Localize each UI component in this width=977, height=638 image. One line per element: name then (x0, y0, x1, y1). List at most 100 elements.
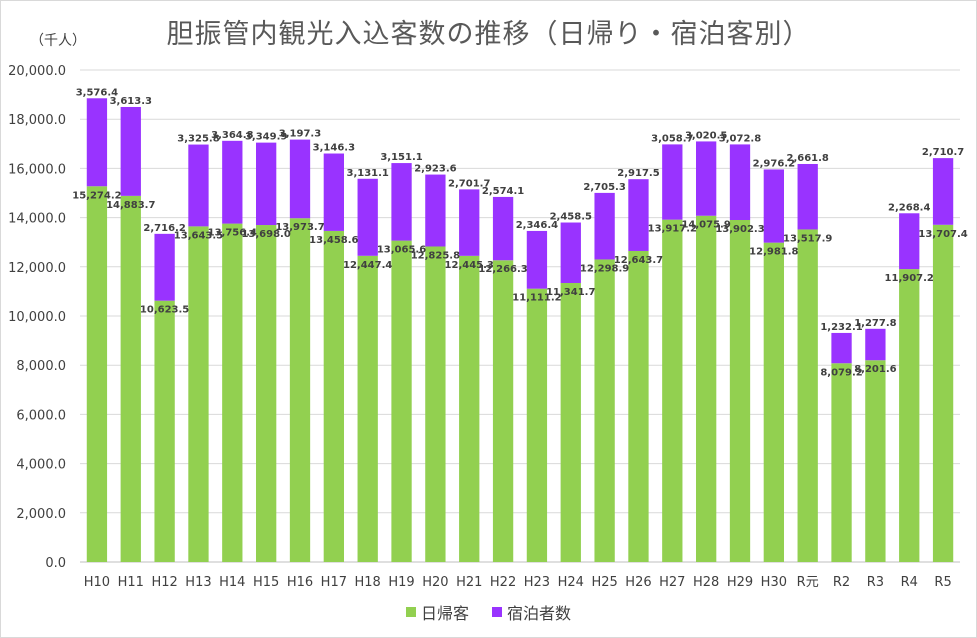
data-label-overnight: 2,574.1 (482, 186, 524, 197)
data-label-day-trip: 13,973.7 (275, 222, 324, 233)
x-tick-label: R2 (833, 575, 850, 590)
y-tick-label: 2,000.0 (16, 507, 66, 522)
bar-overnight (763, 169, 784, 243)
data-label-overnight: 3,151.1 (380, 152, 422, 163)
legend-item-day-trip[interactable]: 日帰客 (405, 600, 469, 624)
bar-chart: 0.0 2,000.0 4,000.0 6,000.0 8,000.0 10,000.0 1… (8, 64, 968, 590)
bar-day-trip (526, 288, 548, 562)
y-tick-label: 14,000.0 (8, 212, 66, 227)
bar-overnight (560, 222, 581, 283)
data-label-day-trip: 13,458.6 (309, 235, 358, 246)
data-label-day-trip: 13,756.4 (208, 228, 257, 239)
bar-day-trip (425, 246, 446, 562)
bar-overnight (86, 98, 108, 187)
data-label-overnight: 2,661.8 (786, 153, 828, 164)
bar-day-trip (120, 195, 141, 563)
bar-overnight (323, 153, 344, 231)
bar-overnight (865, 328, 886, 361)
bar-overnight (492, 196, 514, 261)
x-tick-label: H27 (659, 575, 685, 590)
y-tick-label: 18,000.0 (8, 113, 66, 128)
data-label-overnight: 2,716.2 (143, 223, 185, 234)
bar-overnight (459, 189, 480, 256)
x-axis-ticks: H10 H11 H12 H13 H14 H15 H16 H17 H18 H19 H20 H21 H22 H… (84, 575, 952, 590)
x-tick-label: H15 (253, 575, 279, 590)
bar-day-trip (391, 240, 412, 562)
x-tick-label: H18 (355, 575, 381, 590)
bar-overnight (357, 178, 378, 256)
data-label-overnight: 2,705.3 (583, 182, 625, 193)
bar-day-trip (323, 230, 344, 562)
x-tick-label: R4 (901, 575, 918, 590)
data-label-day-trip: 13,707.4 (918, 229, 967, 240)
bar-overnight (831, 332, 852, 364)
data-label-day-trip: 10,623.5 (140, 305, 189, 316)
data-label-overnight: 3,131.1 (346, 168, 388, 179)
data-label-overnight: 3,576.4 (76, 87, 118, 98)
bar-day-trip (560, 282, 581, 562)
data-label-day-trip: 14,075.9 (681, 220, 730, 231)
data-label-day-trip: 8,201.6 (854, 364, 896, 375)
bar-day-trip (188, 226, 209, 562)
data-label-day-trip: 12,643.7 (614, 255, 663, 266)
bar-day-trip (357, 255, 378, 563)
data-label-overnight: 2,701.7 (448, 178, 490, 189)
x-tick-label: H17 (321, 575, 347, 590)
data-label-day-trip: 13,643.5 (174, 230, 223, 241)
bar-overnight (594, 192, 615, 260)
data-label-overnight: 3,197.3 (279, 129, 321, 140)
y-tick-label: 4,000.0 (16, 458, 66, 473)
bar-day-trip (865, 360, 886, 562)
data-label-day-trip: 13,902.3 (715, 224, 764, 235)
x-tick-label: H30 (761, 575, 787, 590)
bar-day-trip (154, 300, 175, 562)
x-tick-label: H25 (591, 575, 617, 590)
legend-item-overnight[interactable]: 宿泊者数 (492, 600, 571, 624)
bar-overnight (899, 213, 920, 270)
bar-day-trip (594, 259, 615, 562)
x-tick-label: H22 (490, 575, 516, 590)
data-label-overnight: 1,277.8 (854, 318, 896, 329)
bar-day-trip (289, 218, 311, 562)
bar-day-trip (797, 229, 818, 562)
x-tick-label: R元 (797, 575, 819, 590)
y-tick-label: 12,000.0 (8, 261, 66, 276)
data-label-day-trip: 12,445.3 (445, 260, 494, 271)
data-label-day-trip: 11,907.2 (885, 273, 934, 284)
data-label-day-trip: 13,065.6 (377, 245, 426, 256)
legend-swatch-day-trip (405, 607, 416, 617)
x-tick-label: R3 (867, 575, 884, 590)
bar-day-trip (696, 215, 717, 563)
data-label-day-trip: 13,698.0 (241, 229, 290, 240)
bar-day-trip (86, 186, 108, 562)
chart-title: 胆振管内観光入込客数の推移（日帰り・宿泊客別） (166, 19, 811, 50)
y-tick-label: 20,000.0 (8, 64, 66, 79)
data-label-overnight: 3,072.8 (719, 133, 761, 144)
data-label-day-trip: 12,266.3 (478, 264, 527, 275)
data-label-day-trip: 8,079.2 (820, 367, 862, 378)
data-labels: 15,274.2 3,576.4 14,883.7 3,613.3 10,623.5 2,… (72, 87, 968, 378)
bar-day-trip (222, 223, 243, 562)
data-label-overnight: 2,923.6 (414, 164, 456, 175)
x-tick-label: H16 (287, 575, 313, 590)
bar-overnight (628, 179, 649, 251)
x-tick-label: H21 (456, 575, 482, 590)
x-tick-label: R5 (934, 575, 951, 590)
x-tick-label: H14 (219, 575, 245, 590)
bar-overnight (729, 144, 751, 221)
x-tick-label: H26 (625, 575, 651, 590)
bar-day-trip (899, 269, 920, 562)
x-tick-label: H28 (693, 575, 719, 590)
data-label-day-trip: 11,111.2 (512, 293, 561, 304)
legend: 日帰客 宿泊者数 (0, 600, 977, 624)
data-label-overnight: 2,710.7 (922, 147, 964, 158)
bar-overnight (526, 230, 548, 289)
data-label-day-trip: 12,825.8 (411, 250, 460, 261)
bars (86, 98, 954, 563)
x-tick-label: H10 (84, 575, 110, 590)
x-tick-label: H20 (422, 575, 448, 590)
bar-overnight (797, 163, 818, 230)
legend-label-day-trip: 日帰客 (420, 604, 469, 623)
bar-day-trip (628, 250, 649, 563)
data-label-day-trip: 12,447.4 (343, 260, 392, 271)
